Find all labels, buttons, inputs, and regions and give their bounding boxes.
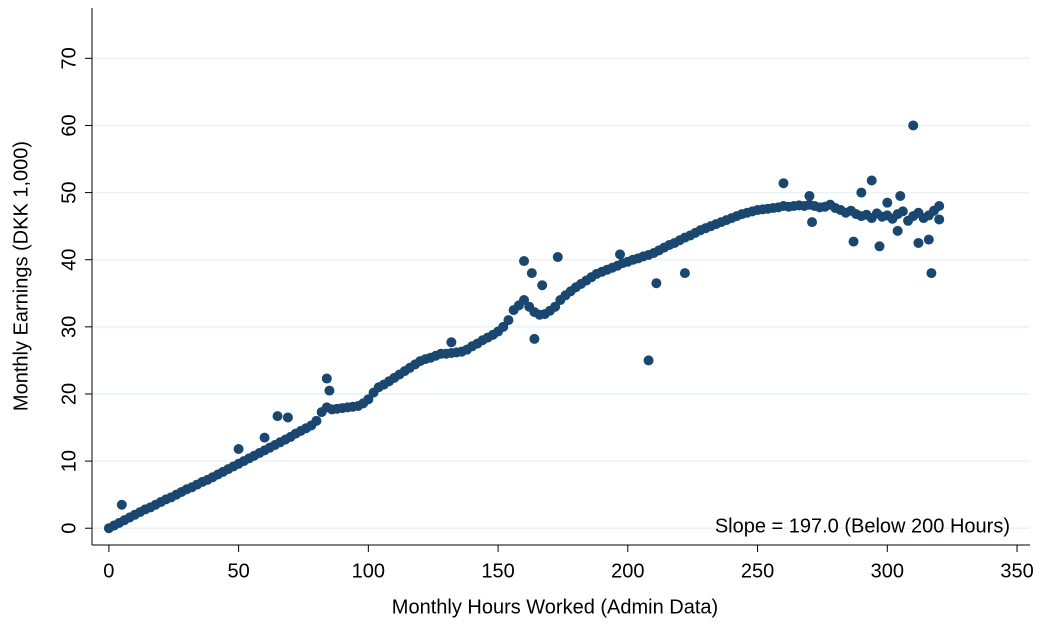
point — [503, 315, 514, 326]
point — [321, 373, 332, 384]
point — [643, 355, 654, 366]
point — [526, 268, 537, 279]
point — [926, 268, 937, 279]
point — [519, 256, 530, 267]
point — [116, 499, 127, 510]
point — [895, 190, 906, 201]
x-tick-label: 100 — [352, 560, 385, 582]
point — [529, 333, 540, 344]
x-tick-label: 250 — [741, 560, 774, 582]
point — [651, 278, 662, 289]
point — [892, 225, 903, 236]
y-axis-label: Monthly Earnings (DKK 1,000) — [10, 141, 32, 411]
point — [537, 280, 548, 291]
x-tick-label: 350 — [1000, 560, 1033, 582]
point — [866, 175, 877, 186]
point — [856, 187, 867, 198]
point — [874, 241, 885, 252]
x-tick-label: 300 — [871, 560, 904, 582]
point — [282, 412, 293, 423]
point — [923, 234, 934, 245]
x-tick-label: 0 — [103, 560, 114, 582]
point — [311, 415, 322, 426]
y-tick-label: 0 — [58, 523, 80, 534]
point — [934, 201, 945, 212]
point — [848, 236, 859, 247]
y-tick-label: 10 — [58, 450, 80, 472]
x-axis-label: Monthly Hours Worked (Admin Data) — [392, 596, 718, 618]
y-tick-label: 40 — [58, 249, 80, 271]
point — [446, 337, 457, 348]
x-tick-label: 50 — [227, 560, 249, 582]
point — [804, 190, 815, 201]
point — [807, 217, 818, 228]
point — [272, 411, 283, 422]
point — [679, 268, 690, 279]
annotation: Slope = 197.0 (Below 200 Hours) — [715, 515, 1010, 537]
y-tick-label: 60 — [58, 114, 80, 136]
point — [913, 237, 924, 248]
point — [908, 120, 919, 131]
point — [615, 249, 626, 260]
point — [882, 197, 893, 208]
y-tick-label: 20 — [58, 383, 80, 405]
point — [552, 252, 563, 263]
point — [897, 206, 908, 217]
x-tick-label: 200 — [611, 560, 644, 582]
y-tick-label: 50 — [58, 181, 80, 203]
point — [259, 432, 270, 443]
point — [324, 385, 335, 396]
point — [233, 444, 244, 455]
x-tick-label: 150 — [481, 560, 514, 582]
point — [778, 178, 789, 189]
y-tick-label: 30 — [58, 316, 80, 338]
point — [934, 214, 945, 225]
y-tick-label: 70 — [58, 47, 80, 69]
